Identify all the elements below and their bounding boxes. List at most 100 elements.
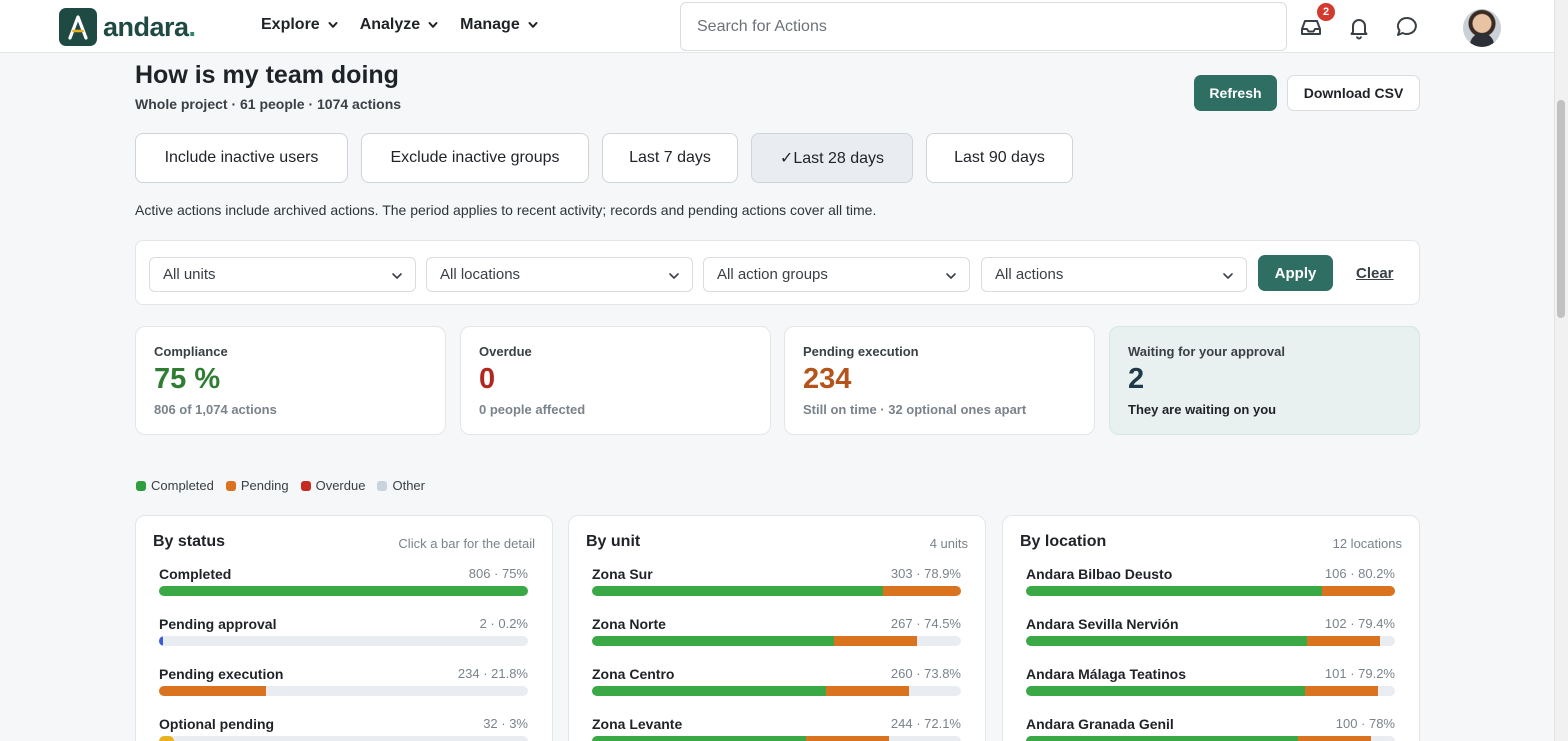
- row-value: 303 · 78.9%: [890, 566, 961, 581]
- refresh-button[interactable]: Refresh: [1194, 75, 1277, 111]
- kpi-waiting-approval[interactable]: Waiting for your approval 2 They are wai…: [1109, 326, 1420, 435]
- last-90-days-chip[interactable]: Last 90 days: [926, 133, 1073, 183]
- andara-logo[interactable]: andara.: [59, 8, 196, 46]
- action-groups-select-value: All action groups: [717, 266, 828, 283]
- last-28-days-chip[interactable]: ✓Last 28 days: [751, 133, 913, 183]
- download-csv-button[interactable]: Download CSV: [1287, 75, 1420, 111]
- kpi-overdue[interactable]: Overdue 0 0 people affected: [460, 326, 771, 435]
- top-navbar: andara. Explore Analyze Manage 2: [0, 0, 1554, 53]
- kpi-label: Overdue: [479, 344, 532, 359]
- row-value: 244 · 72.1%: [890, 716, 961, 731]
- progress-track: [592, 586, 961, 596]
- progress-segment-completed: [592, 736, 806, 741]
- progress-segment-pending: [1322, 586, 1395, 596]
- legend-pending: Pending: [225, 478, 289, 493]
- actions-select[interactable]: All actions: [981, 257, 1247, 292]
- page-subtitle: Whole project · 61 people · 1074 actions: [135, 96, 402, 112]
- locations-select[interactable]: All locations: [426, 257, 693, 292]
- inbox-icon[interactable]: [1298, 14, 1324, 40]
- action-groups-select[interactable]: All action groups: [703, 257, 970, 292]
- apply-button[interactable]: Apply: [1258, 255, 1333, 291]
- row-value: 101 · 79.2%: [1324, 666, 1395, 681]
- units-select[interactable]: All units: [149, 257, 416, 292]
- inbox-badge: 2: [1317, 3, 1335, 21]
- legend-label: Pending: [240, 478, 289, 493]
- panel-title: By unit: [586, 533, 641, 550]
- page-scrollbar-thumb[interactable]: [1557, 100, 1565, 318]
- breakdown-row[interactable]: Zona Centro 260 · 73.8%: [592, 666, 961, 706]
- chevron-down-icon: [328, 22, 338, 28]
- breakdown-row[interactable]: Pending execution 234 · 21.8%: [159, 666, 528, 706]
- row-label: Optional pending: [159, 716, 275, 732]
- breakdown-row[interactable]: Optional pending 32 · 3%: [159, 716, 528, 741]
- breakdown-row[interactable]: Zona Norte 267 · 74.5%: [592, 616, 961, 656]
- row-label: Completed: [159, 566, 232, 582]
- last-7-days-chip[interactable]: Last 7 days: [602, 133, 738, 183]
- legend-overdue: Overdue: [300, 478, 366, 493]
- breakdown-row[interactable]: Zona Levante 244 · 72.1%: [592, 716, 961, 741]
- nav-analyze[interactable]: Analyze: [360, 16, 438, 34]
- legend-swatch: [225, 480, 236, 491]
- progress-track: [1026, 686, 1395, 696]
- panel-meta: Click a bar for the detail: [398, 536, 535, 551]
- kpi-value: 234: [803, 363, 852, 395]
- progress-segment-completed: [1026, 586, 1322, 596]
- progress-segment-pending: [834, 636, 917, 646]
- nav-manage[interactable]: Manage: [460, 16, 538, 34]
- kpi-label: Compliance: [154, 344, 228, 359]
- exclude-inactive-groups-chip[interactable]: Exclude inactive groups: [361, 133, 589, 183]
- kpi-value: 2: [1128, 363, 1145, 395]
- chat-icon[interactable]: [1394, 14, 1420, 40]
- kpi-subtext: They are waiting on you: [1128, 401, 1277, 417]
- row-label: Zona Sur: [592, 566, 653, 582]
- progress-segment-approval: [159, 636, 163, 646]
- row-value: 260 · 73.8%: [890, 666, 961, 681]
- progress-segment-completed: [159, 586, 528, 596]
- row-label: Zona Levante: [592, 716, 683, 732]
- row-label: Andara Sevilla Nervión: [1026, 616, 1179, 632]
- nav-analyze-label: Analyze: [359, 16, 421, 33]
- locations-select-value: All locations: [440, 266, 521, 283]
- legend-other: Other: [377, 478, 425, 493]
- kpi-label: Waiting for your approval: [1128, 344, 1285, 359]
- row-value: 106 · 80.2%: [1324, 566, 1395, 581]
- chevron-down-icon: [528, 22, 538, 28]
- breakdown-row[interactable]: Completed 806 · 75%: [159, 566, 528, 606]
- kpi-subtext: 806 of 1,074 actions: [154, 401, 277, 417]
- legend-label: Overdue: [315, 478, 366, 493]
- user-avatar[interactable]: [1463, 9, 1501, 47]
- progress-track: [1026, 736, 1395, 741]
- actions-select-value: All actions: [995, 266, 1064, 283]
- clear-button[interactable]: Clear: [1356, 265, 1394, 282]
- row-label: Zona Centro: [592, 666, 675, 682]
- breakdown-row[interactable]: Andara Málaga Teatinos 101 · 79.2%: [1026, 666, 1395, 706]
- row-value: 267 · 74.5%: [890, 616, 961, 631]
- progress-track: [1026, 636, 1395, 646]
- logo-mark-icon: [59, 8, 97, 46]
- progress-track: [159, 636, 528, 646]
- search-input[interactable]: [680, 2, 1287, 51]
- include-inactive-users-chip[interactable]: Include inactive users: [135, 133, 348, 183]
- breakdown-row[interactable]: Andara Sevilla Nervión 102 · 79.4%: [1026, 616, 1395, 656]
- progress-track: [1026, 586, 1395, 596]
- progress-segment-pending: [1298, 736, 1371, 741]
- units-select-value: All units: [163, 266, 216, 283]
- chevron-down-icon: [946, 273, 956, 279]
- bell-icon[interactable]: [1346, 14, 1372, 40]
- row-label: Zona Norte: [592, 616, 666, 632]
- legend-label: Other: [392, 478, 425, 493]
- kpi-subtext: 0 people affected: [479, 401, 586, 417]
- kpi-compliance[interactable]: Compliance 75 % 806 of 1,074 actions: [135, 326, 446, 435]
- progress-segment-pending: [826, 686, 909, 696]
- main-nav: Explore Analyze Manage: [261, 16, 538, 34]
- legend-swatch: [136, 480, 146, 491]
- nav-explore-label: Explore: [261, 16, 320, 33]
- breakdown-row[interactable]: Andara Granada Genil 100 · 78%: [1026, 716, 1395, 741]
- breakdown-row[interactable]: Pending approval 2 · 0.2%: [159, 616, 528, 656]
- logo-dot: .: [188, 11, 197, 42]
- progress-segment-completed: [1026, 686, 1305, 696]
- breakdown-row[interactable]: Andara Bilbao Deusto 106 · 80.2%: [1026, 566, 1395, 606]
- nav-explore[interactable]: Explore: [261, 16, 338, 34]
- breakdown-row[interactable]: Zona Sur 303 · 78.9%: [592, 566, 961, 606]
- kpi-pending-execution[interactable]: Pending execution 234 Still on time · 32…: [784, 326, 1095, 435]
